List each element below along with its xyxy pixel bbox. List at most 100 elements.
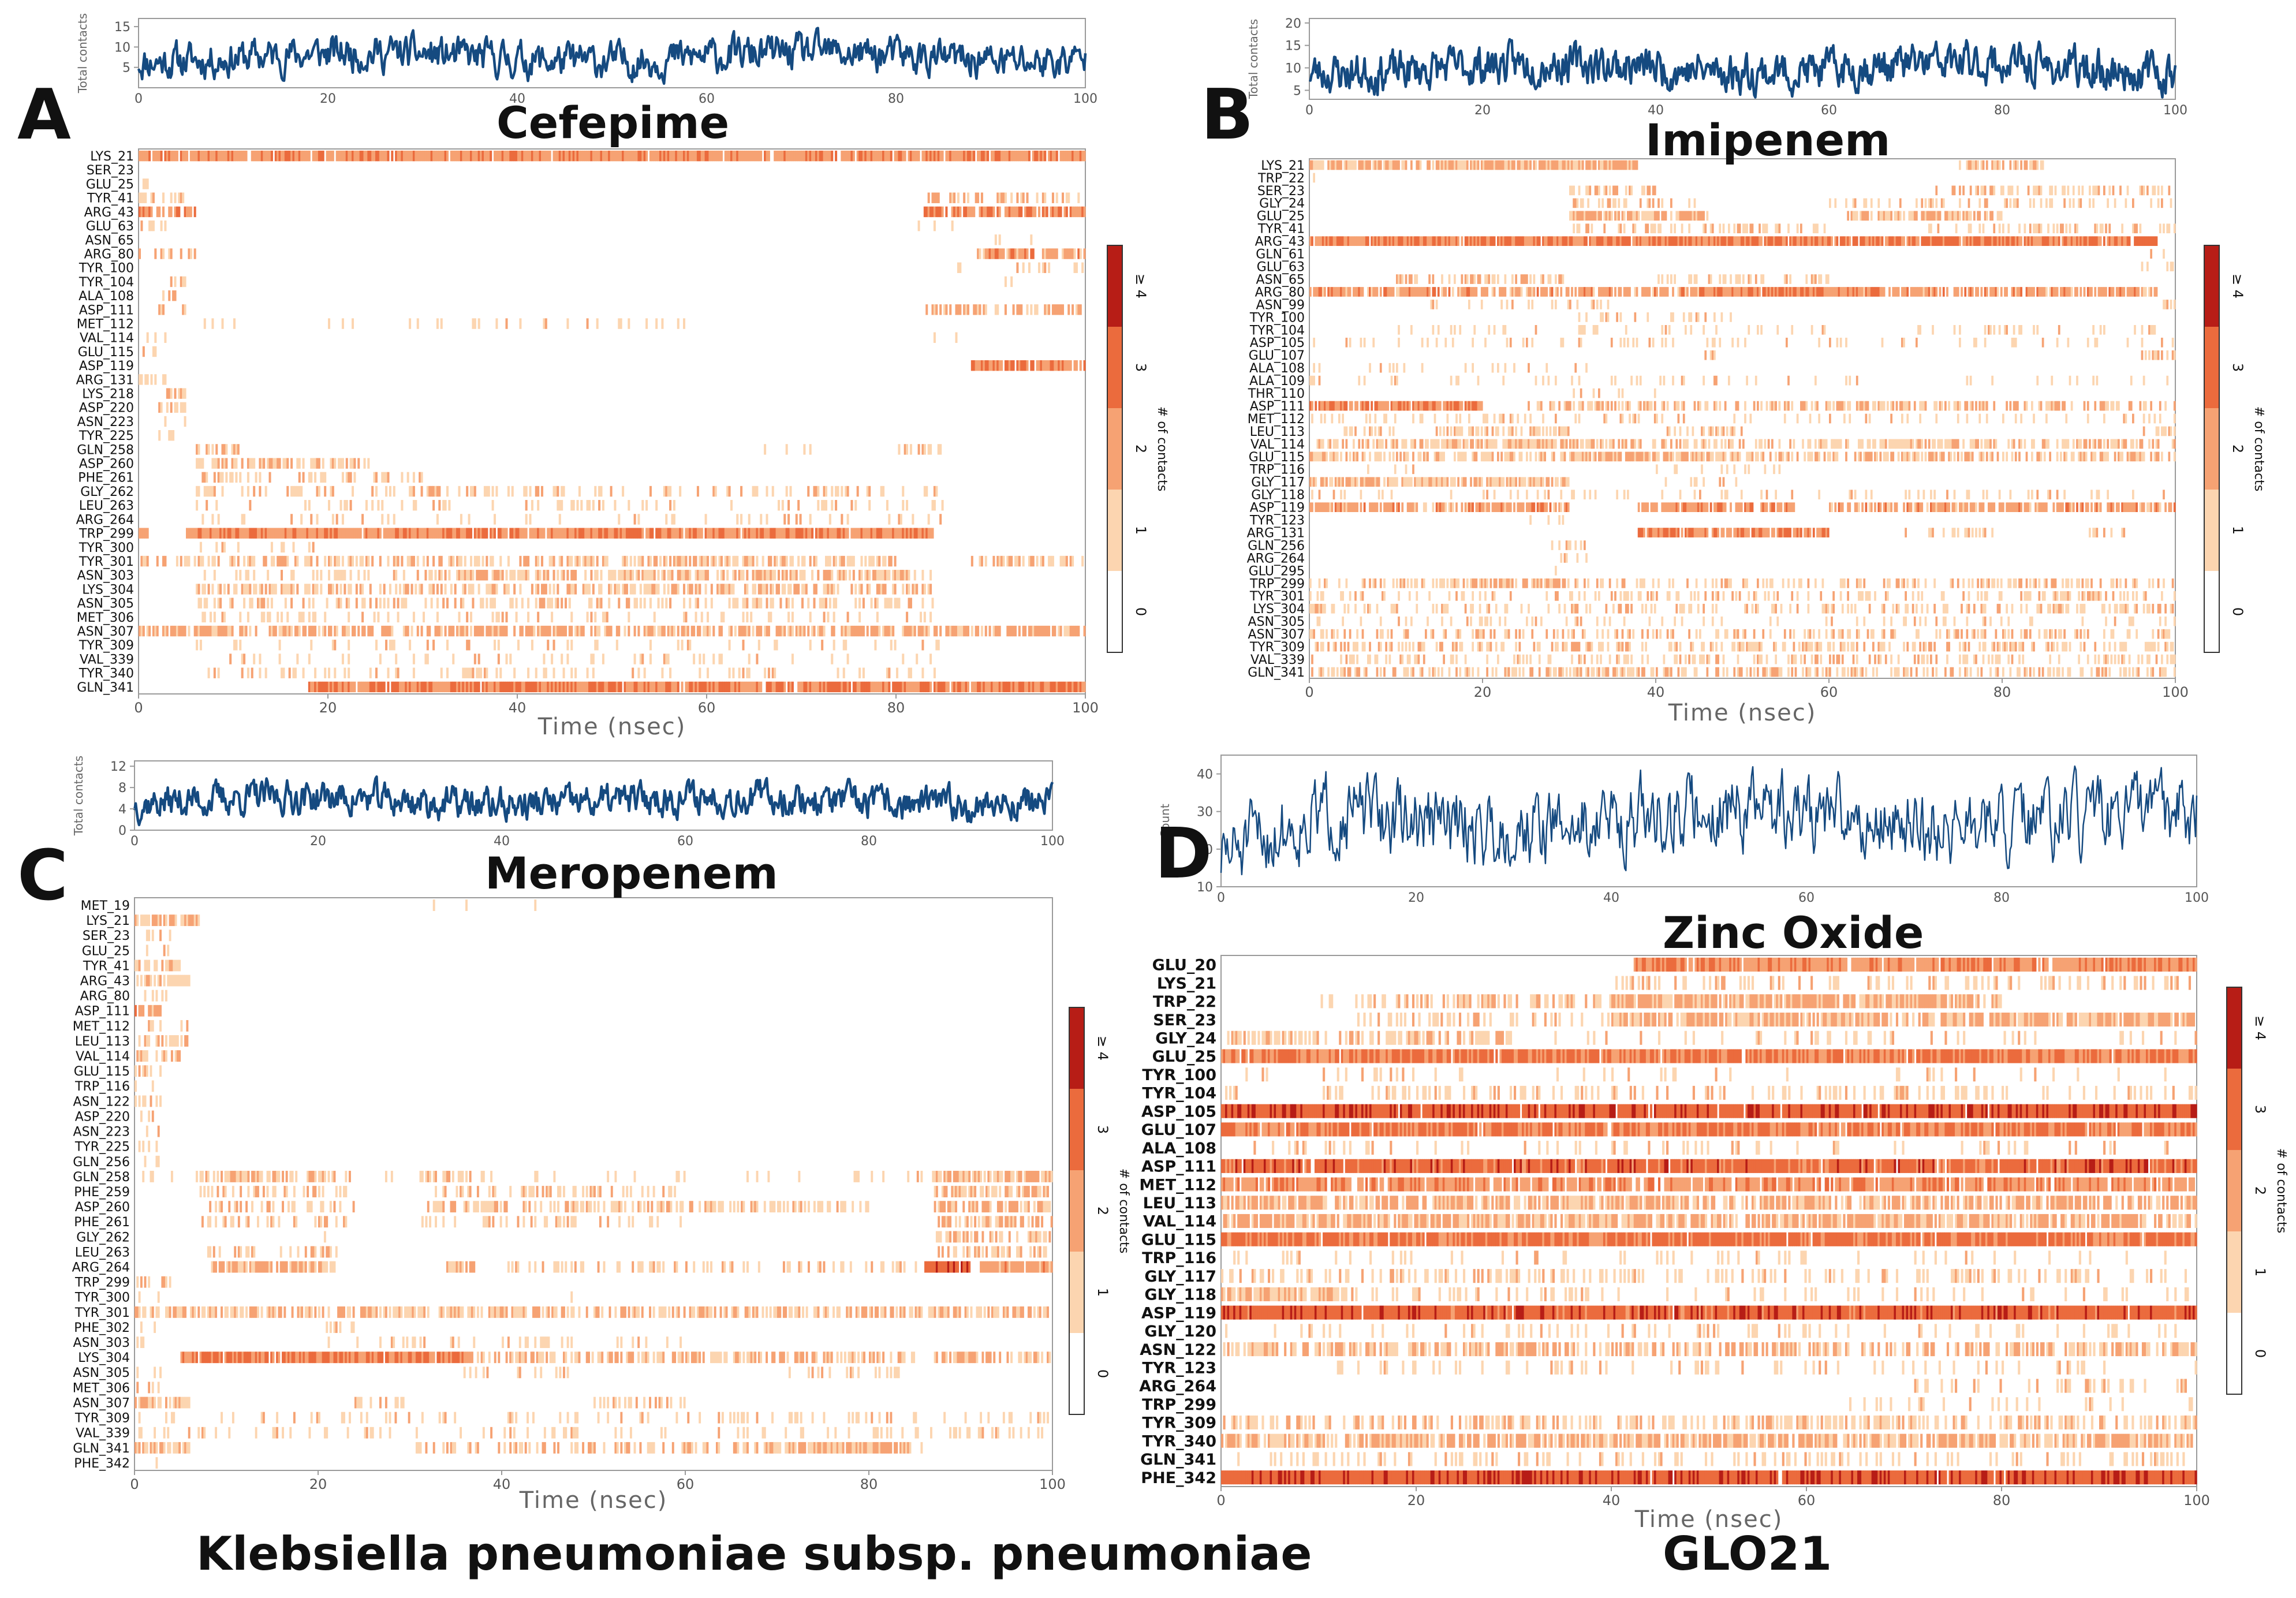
contact-cell — [1661, 198, 1664, 208]
contact-cell — [257, 528, 260, 539]
contact-cell — [1000, 555, 1003, 567]
contact-cell — [849, 681, 852, 693]
contact-cell — [515, 150, 518, 162]
contact-cell — [799, 681, 802, 693]
contact-cell — [732, 598, 735, 608]
contact-cell — [428, 150, 431, 162]
contact-cell — [2036, 160, 2039, 170]
contact-cell — [146, 555, 149, 567]
contact-cell — [367, 625, 370, 637]
contact-cell — [207, 528, 210, 539]
contact-cell — [602, 528, 604, 539]
contact-cell — [1354, 287, 1357, 297]
contact-cell — [793, 570, 796, 581]
contact-cell — [1843, 236, 1846, 247]
contact-cell — [842, 570, 845, 581]
trace-xtick-label: 60 — [699, 92, 715, 106]
heatmap-xtick-label: 0 — [134, 700, 143, 716]
contact-cell — [393, 555, 395, 567]
contact-cell — [1726, 236, 1728, 247]
contact-cell — [996, 206, 999, 218]
contact-cell — [2092, 198, 2095, 208]
contact-cell — [779, 150, 782, 162]
contact-cell — [331, 150, 334, 162]
contact-cell — [720, 681, 723, 693]
contact-cell — [909, 667, 912, 678]
contact-cell — [657, 625, 660, 637]
contact-cell — [176, 625, 178, 637]
contact-cell — [255, 150, 257, 162]
contact-cell — [310, 472, 313, 483]
contact-cell — [1730, 274, 1732, 284]
contact-cell — [188, 248, 191, 259]
contact-cell — [785, 598, 788, 608]
contact-cell — [2045, 198, 2048, 208]
contact-cell — [991, 681, 994, 693]
heatmap-row — [308, 681, 1086, 693]
contact-cell — [2089, 185, 2091, 196]
contact-cell — [375, 667, 378, 678]
contact-cell — [170, 388, 173, 399]
contact-cell — [221, 472, 224, 483]
contact-cell — [1861, 287, 1864, 297]
contact-cell — [815, 555, 817, 567]
contact-cell — [876, 570, 879, 581]
contact-cell — [1685, 236, 1687, 247]
contact-cell — [1050, 206, 1052, 218]
contact-cell — [369, 625, 372, 637]
contact-cell — [1441, 274, 1443, 284]
colorbar-segment — [1107, 327, 1122, 408]
contact-cell — [647, 528, 650, 539]
contact-cell — [1513, 236, 1515, 247]
contact-cell — [402, 150, 405, 162]
contact-cell — [1320, 160, 1323, 170]
contact-cell — [1670, 274, 1672, 284]
contact-cell — [288, 625, 291, 637]
contact-cell — [379, 681, 382, 693]
contact-cell — [882, 584, 885, 595]
contact-cell — [1973, 211, 1976, 221]
contact-cell — [888, 681, 891, 693]
contact-cell — [912, 584, 914, 595]
residue-label: ASN_305 — [77, 597, 134, 611]
contact-cell — [645, 625, 648, 637]
contact-cell — [2051, 198, 2054, 208]
contact-cell — [1517, 287, 1520, 297]
contact-cell — [695, 611, 697, 623]
contact-cell — [1834, 287, 1837, 297]
contact-cell — [1977, 211, 1979, 221]
contact-cell — [259, 667, 262, 678]
contact-cell — [712, 555, 715, 567]
contact-cell — [1731, 287, 1734, 297]
contact-cell — [229, 598, 232, 608]
contact-cell — [2086, 236, 2089, 247]
contact-cell — [1951, 236, 1954, 247]
contact-cell — [799, 625, 802, 637]
contact-cell — [2036, 223, 2039, 234]
contact-cell — [1930, 287, 1932, 297]
contact-cell — [1324, 287, 1326, 297]
contact-cell — [268, 528, 271, 539]
heatmap-row — [196, 444, 942, 455]
contact-cell — [227, 528, 230, 539]
contact-cell — [406, 584, 409, 595]
contact-cell — [1008, 681, 1011, 693]
contact-cell — [760, 625, 763, 637]
contact-cell — [1569, 236, 1571, 247]
contact-cell — [618, 514, 621, 525]
contact-cell — [144, 192, 147, 203]
contact-cell — [819, 625, 822, 637]
contact-cell — [142, 150, 145, 162]
contact-cell — [1787, 287, 1790, 297]
contact-cell — [1036, 150, 1039, 162]
contact-cell — [661, 318, 664, 329]
contact-cell — [896, 570, 899, 581]
contact-cell — [2006, 198, 2008, 208]
contact-cell — [663, 570, 666, 581]
contact-cell — [186, 206, 189, 218]
contact-cell — [235, 640, 238, 651]
contact-cell — [235, 570, 238, 581]
contact-cell — [716, 570, 719, 581]
contact-cell — [543, 150, 546, 162]
contact-cell — [637, 555, 640, 567]
